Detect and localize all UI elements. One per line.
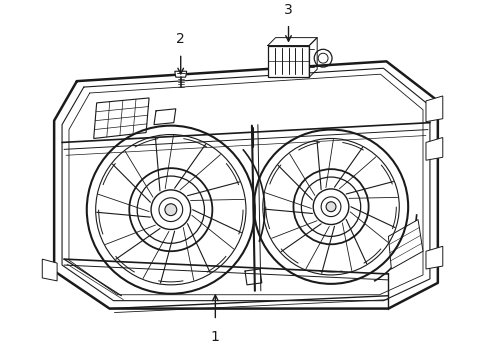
Polygon shape: [426, 96, 443, 122]
Polygon shape: [52, 61, 438, 311]
Polygon shape: [389, 220, 423, 269]
Circle shape: [254, 130, 408, 284]
Polygon shape: [94, 98, 149, 139]
Circle shape: [165, 204, 177, 216]
Circle shape: [326, 202, 336, 212]
Polygon shape: [42, 259, 57, 281]
Circle shape: [87, 126, 255, 294]
Polygon shape: [426, 246, 443, 269]
Text: 1: 1: [211, 330, 220, 344]
Polygon shape: [175, 71, 187, 77]
Text: 3: 3: [284, 3, 293, 17]
Polygon shape: [426, 138, 443, 160]
Polygon shape: [268, 45, 309, 77]
Text: 2: 2: [176, 32, 185, 45]
